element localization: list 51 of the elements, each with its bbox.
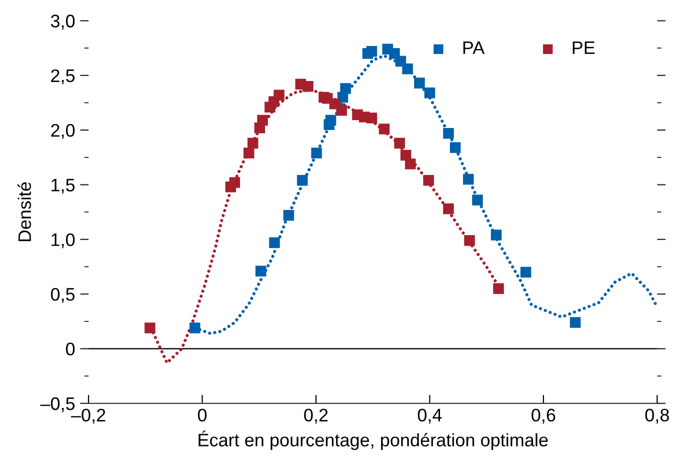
- y-tick-label: 0,5: [50, 288, 75, 303]
- point: [244, 148, 254, 158]
- point: [325, 114, 336, 126]
- legend-label: PE: [572, 41, 595, 54]
- point: [366, 46, 378, 57]
- x-tick-label: 0,8: [645, 408, 669, 424]
- x-tick-label: 0,2: [304, 408, 328, 424]
- y-tick-label: 2,5: [51, 69, 75, 84]
- x-tick-label: 0,4: [418, 408, 442, 424]
- legend-label: PA: [463, 41, 485, 54]
- point: [424, 88, 436, 98]
- point: [229, 177, 240, 188]
- y-axis-title: Densité: [18, 182, 32, 242]
- point: [257, 114, 268, 126]
- point: [247, 138, 258, 149]
- point: [274, 90, 284, 100]
- x-axis-title: Écart en pourcentage, pondération optimale: [198, 430, 548, 450]
- y-tick-label: 2,0: [51, 124, 75, 139]
- point: [464, 235, 475, 246]
- point: [443, 203, 454, 214]
- point: [493, 283, 504, 294]
- point: [302, 80, 314, 92]
- x-tick-label: 0: [198, 408, 207, 422]
- point: [472, 194, 483, 206]
- point: [490, 230, 502, 240]
- point: [394, 138, 405, 149]
- y-tick-label: 1,5: [52, 178, 75, 194]
- point: [144, 322, 156, 334]
- point: [463, 174, 474, 185]
- point: [570, 317, 581, 328]
- point: [414, 78, 425, 88]
- point: [405, 158, 416, 170]
- point: [189, 322, 200, 334]
- point: [340, 83, 351, 94]
- point: [450, 142, 461, 153]
- point: [423, 174, 434, 186]
- point: [443, 128, 454, 139]
- point: [255, 266, 266, 276]
- point: [366, 112, 378, 124]
- point: [283, 210, 294, 221]
- point: [402, 63, 413, 74]
- point: [520, 266, 532, 278]
- point: [269, 237, 280, 248]
- point: [311, 148, 322, 158]
- y-tick-label: 0: [66, 342, 75, 356]
- y-tick-label: 1,0: [52, 233, 75, 248]
- y-tick-label: 3,0: [50, 14, 75, 30]
- x-tick-label: 0,6: [532, 408, 556, 424]
- point: [378, 124, 390, 134]
- point: [336, 105, 347, 116]
- point: [296, 174, 308, 186]
